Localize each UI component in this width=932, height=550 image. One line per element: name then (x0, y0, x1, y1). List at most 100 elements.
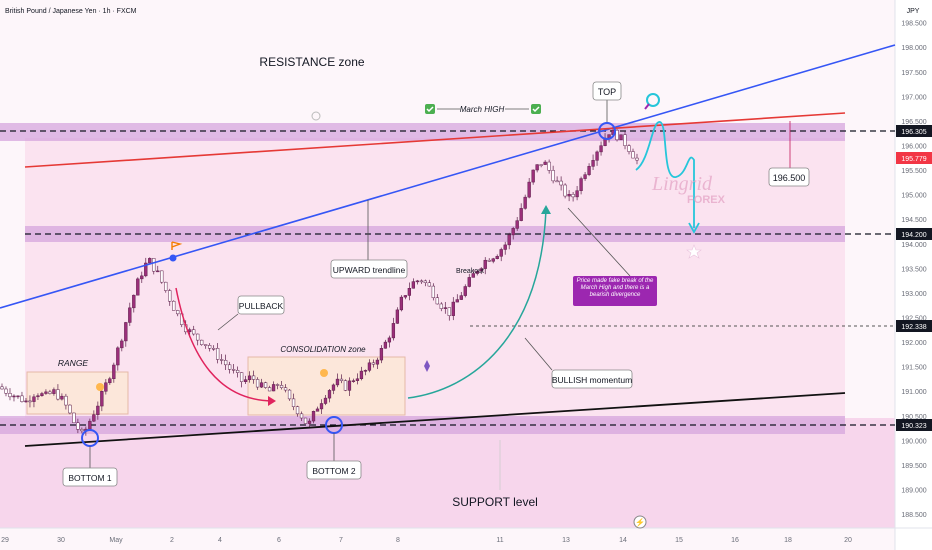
march-high-label: March HIGH (460, 105, 505, 114)
price-tag-195779 (896, 152, 932, 164)
candle-body (535, 164, 539, 171)
candle-body (16, 395, 20, 398)
price-label-194200: 194.200 (901, 232, 926, 239)
candle-body (399, 296, 404, 311)
lower-pink-region (0, 418, 895, 528)
momentum-arrow-head (541, 205, 551, 214)
candle-body (116, 347, 120, 366)
consolidation-label: CONSOLIDATION zone (280, 345, 366, 354)
x-tick-label: 15 (675, 537, 683, 544)
support-trendline[interactable] (24, 392, 846, 447)
trendline-label: UPWARD trendline (333, 265, 406, 275)
y-tick-label: 192.000 (901, 340, 926, 347)
candle-body (188, 329, 192, 333)
candle-body (88, 420, 92, 430)
candle-body (355, 378, 360, 381)
candle-body (323, 397, 328, 404)
candle-body (136, 278, 140, 296)
candle-body (32, 396, 36, 402)
candle-body (487, 259, 491, 262)
red-resistance-line[interactable] (24, 112, 846, 168)
candle-body (423, 280, 427, 283)
candle-body (455, 299, 459, 303)
momentum-label-box (551, 369, 633, 389)
candle-body (515, 220, 519, 229)
y-tick-label: 193.500 (901, 266, 926, 273)
candle-body (48, 391, 52, 394)
candle-body (227, 364, 232, 370)
candle-body (591, 160, 595, 167)
candle-body (391, 323, 396, 339)
y-tick-label: 196.500 (901, 119, 926, 126)
pullback-pointer (217, 313, 239, 331)
candle-body (72, 412, 76, 424)
y-axis-ticks: 198.500 198.000 197.500 197.000 196.500 196.0… (901, 21, 926, 519)
candle-body (507, 234, 511, 246)
y-tick-label: 194.500 (901, 217, 926, 224)
candle-body (56, 389, 60, 400)
upward-trendline[interactable] (0, 44, 896, 309)
candle-body (375, 359, 380, 365)
candle-body (204, 344, 208, 346)
y-tick-label: 189.000 (901, 488, 926, 495)
momentum-pointer (524, 337, 553, 371)
candle-body (467, 277, 471, 287)
candle-body (104, 382, 108, 392)
candle-body (539, 164, 543, 166)
candle-body (331, 384, 336, 391)
price-tag-194200 (896, 228, 932, 240)
candle-body (36, 395, 40, 398)
x-tick-label: 18 (784, 537, 792, 544)
consolidation-box (247, 356, 406, 416)
x-tick-label: 13 (562, 537, 570, 544)
candle-body (635, 157, 639, 161)
pullback-peak-dot (169, 254, 177, 262)
candle-body (243, 379, 248, 382)
x-tick-label: 4 (218, 537, 222, 544)
lightning-icon[interactable] (633, 515, 647, 529)
candle-body (263, 382, 268, 388)
candle-body (216, 348, 220, 360)
candle-body (435, 297, 439, 305)
top-marker[interactable] (598, 122, 616, 140)
candle-body (259, 382, 264, 388)
candle-body (447, 307, 451, 316)
y-tick-label: 196.000 (901, 143, 926, 150)
candle-body (387, 337, 392, 343)
bottom1-label-box (62, 467, 118, 487)
candle-body (283, 387, 288, 391)
candle-body (327, 390, 332, 399)
candle-body (411, 281, 416, 289)
x-tick-label: 7 (339, 537, 343, 544)
pullback-arrow-head (268, 396, 276, 406)
candle-body (407, 288, 412, 296)
candle-body (555, 180, 559, 183)
y-tick-label: 195.500 (901, 168, 926, 175)
candle-body (60, 395, 64, 400)
candle-body (431, 285, 435, 298)
x-tick-label: 16 (731, 537, 739, 544)
candle-body (168, 290, 172, 302)
x-tick-label: 30 (57, 537, 65, 544)
candle-body (120, 340, 124, 349)
candle-body (383, 341, 388, 349)
candle-body (8, 393, 12, 398)
candle-body (623, 134, 627, 146)
projection-marker[interactable] (646, 93, 660, 107)
candle-body (419, 280, 423, 283)
candle-body (251, 375, 256, 380)
candle-body (235, 370, 240, 373)
candle-body (100, 391, 104, 407)
candle-body (579, 178, 583, 191)
candle-body (503, 244, 507, 250)
lightning-glyph: ⚡ (635, 517, 645, 527)
y-tick-label: 189.500 (901, 463, 926, 470)
candle-body (192, 329, 196, 335)
candle-body (299, 413, 304, 419)
candle-body (363, 370, 368, 372)
momentum-label: BULLISH momentum (552, 375, 632, 385)
candle-body (311, 411, 316, 422)
candle-body (511, 228, 515, 236)
candle-body (303, 417, 308, 424)
